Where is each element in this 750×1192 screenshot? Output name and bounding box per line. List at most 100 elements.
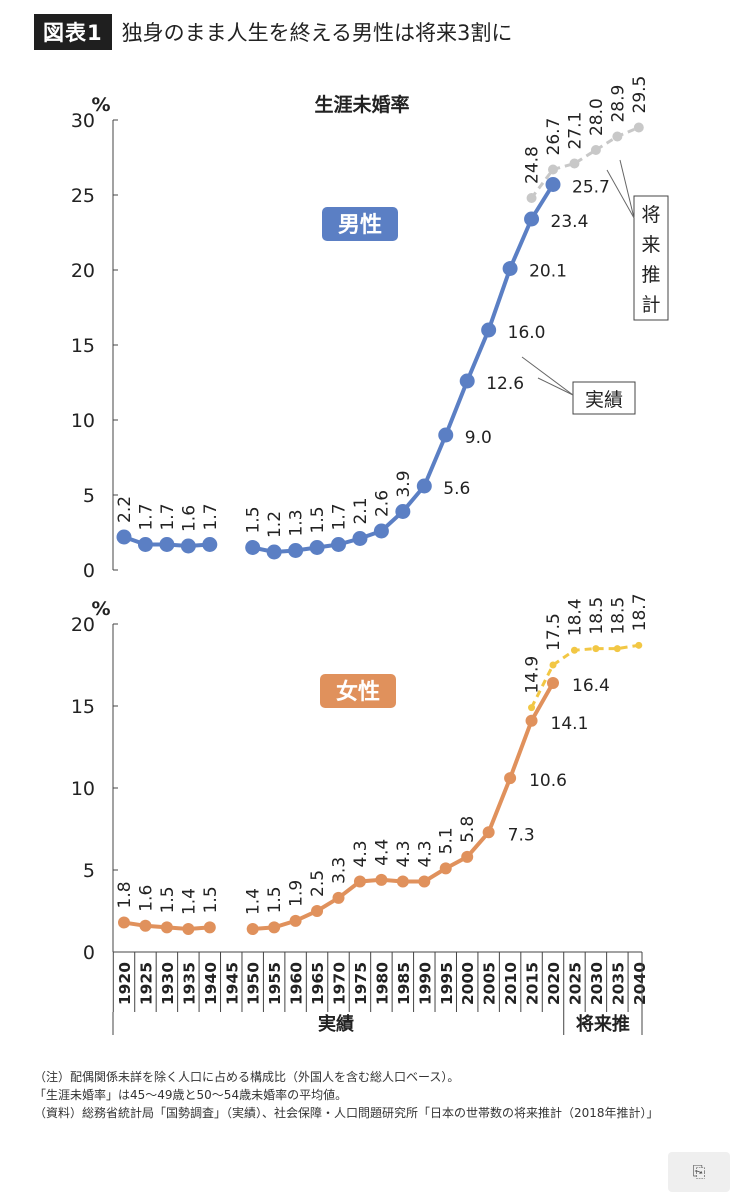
x-tick-label: 2015 [524,962,542,1005]
actual-point [180,538,196,554]
projection-point [549,661,557,669]
actual-point [311,905,324,917]
figure-title: 独身のまま人生を終える男性は将来3割に [121,21,513,45]
actual-point [139,919,152,932]
projection-point [528,704,536,712]
x-group-label: 将来推 [576,1013,630,1035]
actual-point [504,772,517,785]
y-tick-label: 0 [83,560,95,582]
x-tick-label: 1955 [266,962,284,1005]
actual-point [482,826,495,839]
data-label: 14.1 [551,714,589,734]
data-label: 4.4 [372,839,392,866]
data-label: 24.8 [523,146,543,184]
actual-point [352,531,368,546]
y-unit-label: % [91,94,110,116]
x-tick-label: 1970 [331,962,349,1005]
actual-point [289,914,302,927]
data-label: 3.3 [330,857,350,884]
callout-projection-char: 来 [641,234,660,256]
y-tick-label: 5 [83,485,95,507]
data-label: 1.6 [179,505,199,532]
x-tick-label: 1925 [137,962,155,1005]
data-label: 5.1 [437,827,457,854]
data-label: 29.5 [630,76,650,114]
x-tick-label: 1935 [180,962,198,1005]
actual-point [396,875,409,888]
copy-button[interactable]: ⎘ [668,1152,730,1192]
actual-point [159,537,175,552]
x-group-label: 実績 [318,1013,354,1035]
actual-point [288,543,304,558]
actual-point [481,322,497,338]
data-label: 1.7 [330,503,350,530]
data-label: 25.7 [572,178,610,198]
x-tick-label: 2000 [459,962,477,1005]
data-label: 1.6 [136,885,156,912]
data-label: 2.1 [351,497,371,524]
data-label: 1.2 [265,511,285,538]
actual-point [439,862,452,875]
actual-point [182,923,195,936]
x-tick-label: 1975 [352,962,370,1005]
data-label: 17.5 [544,613,564,651]
y-tick-label: 10 [71,778,95,800]
data-label: 1.4 [244,888,264,915]
series-badge [322,207,398,241]
actual-point [266,544,282,560]
data-label: 1.9 [287,880,307,907]
callout-leader [521,356,574,396]
x-tick-label: 1930 [159,962,177,1005]
x-tick-label: 1995 [438,962,456,1005]
data-label: 12.6 [486,374,524,394]
x-tick-label: 1990 [416,962,434,1005]
x-tick-label: 2010 [502,962,520,1005]
x-tick-label: 1965 [309,962,327,1005]
actual-point [525,714,538,727]
data-label: 1.7 [201,503,221,530]
data-label: 1.7 [136,503,156,530]
projection-point [592,645,600,653]
data-label: 1.5 [308,506,328,533]
callout-projection-char: 計 [641,294,660,316]
actual-point [373,523,389,539]
data-label: 1.8 [115,881,135,908]
data-label: 4.3 [351,840,371,867]
x-tick-label: 1985 [395,962,413,1005]
data-label: 2.5 [308,870,328,897]
data-label: 1.3 [287,509,307,536]
data-label: 26.7 [544,118,564,156]
data-label: 18.4 [565,598,585,636]
actual-point [461,850,474,863]
data-label: 5.8 [458,816,478,843]
x-tick-label: 2030 [588,962,606,1005]
projection-point [613,645,621,653]
y-tick-label: 25 [71,185,95,207]
actual-point [353,875,366,888]
data-label: 9.0 [465,428,492,448]
data-label: 14.9 [523,656,543,694]
data-label: 4.3 [394,840,414,867]
data-label: 7.3 [508,825,535,845]
y-tick-label: 0 [83,942,95,964]
data-label: 18.7 [630,593,650,631]
y-tick-label: 30 [71,110,95,132]
figure-number-badge: 図表1 [34,14,112,50]
actual-point [545,177,561,192]
series-badge [320,674,396,708]
x-tick-label: 2020 [545,962,563,1005]
actual-point [547,677,559,690]
data-label: 28.9 [608,85,628,123]
data-label: 2.2 [115,496,135,523]
data-label: 1.4 [179,888,199,915]
y-tick-label: 10 [71,410,95,432]
data-label: 1.5 [201,886,221,913]
x-tick-label: 2025 [566,962,584,1005]
y-tick-label: 5 [83,860,95,882]
data-label: 1.5 [244,506,264,533]
actual-point [524,211,540,227]
data-label: 28.0 [587,98,607,136]
x-tick-label: 1960 [288,962,306,1005]
data-label: 16.4 [572,676,610,696]
